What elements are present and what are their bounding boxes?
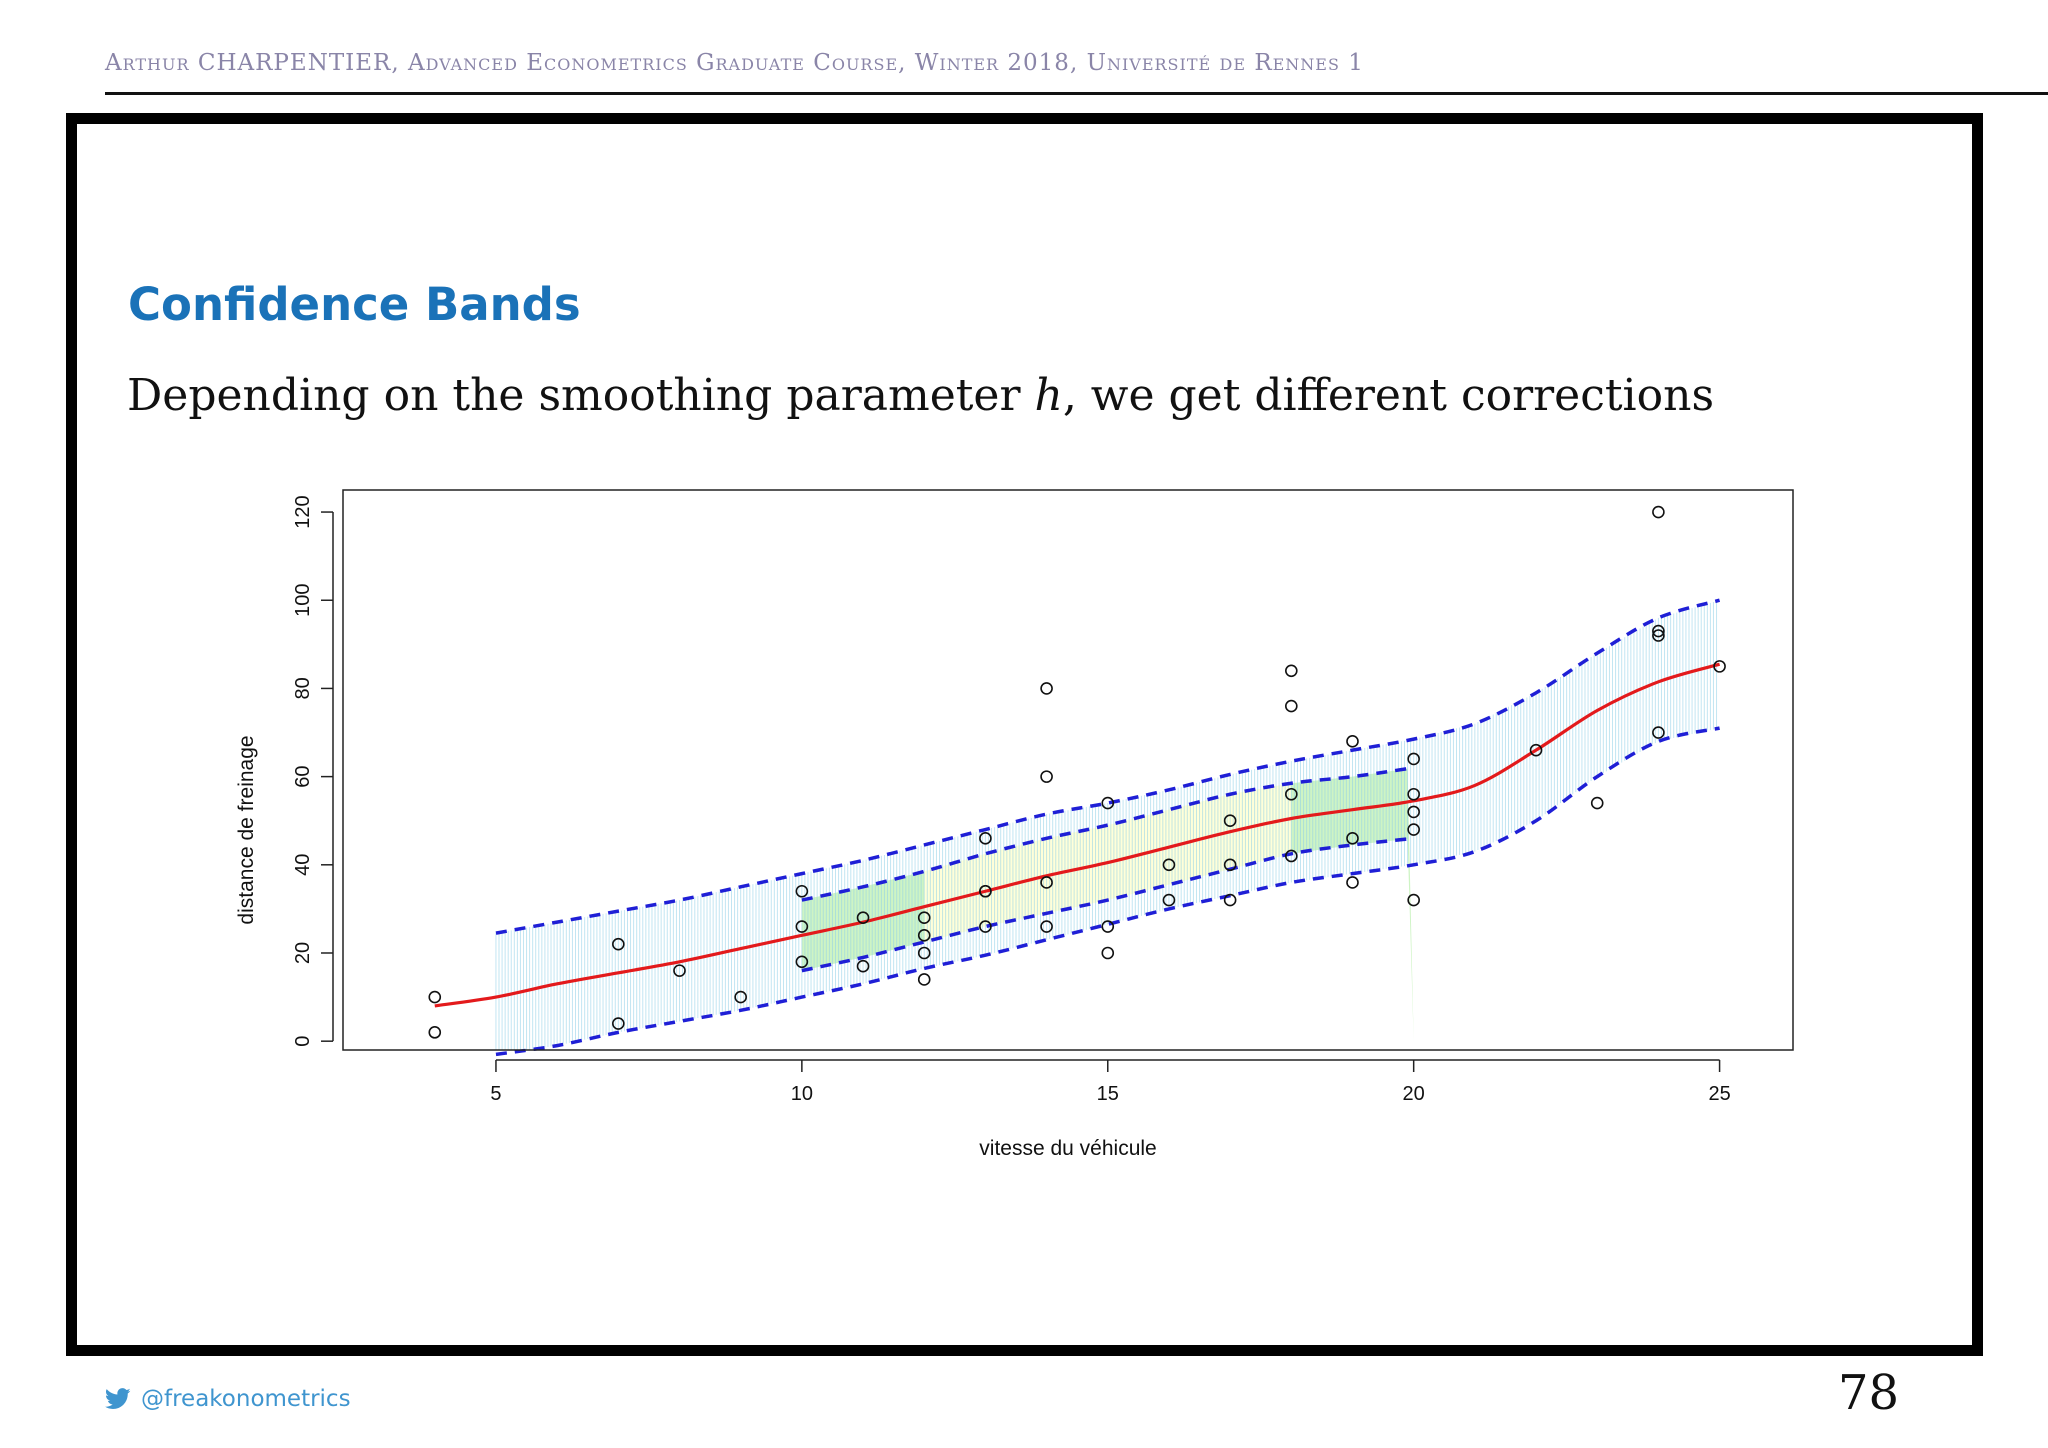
header-rule	[105, 92, 2048, 95]
band-line-3	[801, 766, 1414, 902]
slide-frame	[66, 113, 1983, 1356]
data-point	[1590, 796, 1604, 810]
data-point	[1407, 752, 1420, 766]
data-point	[1407, 805, 1420, 819]
data-point	[1652, 505, 1665, 519]
data-point	[1040, 770, 1053, 783]
data-point	[1285, 664, 1298, 678]
data-point	[612, 1017, 625, 1030]
data-points	[428, 505, 1726, 1039]
x-tick-label: 15	[1097, 1083, 1119, 1105]
data-point	[979, 832, 992, 845]
data-point	[428, 1026, 442, 1039]
data-point	[1407, 787, 1420, 801]
data-point	[673, 964, 686, 977]
data-point	[856, 911, 870, 925]
slide-title: Confidence Bands	[128, 278, 581, 331]
twitter-handle: @freakonometrics	[141, 1386, 351, 1412]
data-point	[1162, 858, 1176, 872]
data-point	[917, 911, 931, 925]
data-point	[1285, 787, 1298, 801]
data-point	[1407, 823, 1420, 836]
y-tick-label: 60	[292, 765, 314, 787]
data-point	[979, 920, 992, 933]
data-point	[1162, 893, 1176, 907]
data-point	[1346, 735, 1359, 748]
x-tick-label: 20	[1403, 1083, 1425, 1105]
page-number: 78	[1838, 1365, 1900, 1421]
data-point	[1101, 946, 1115, 960]
x-axis-label: vitesse du véhicule	[979, 1137, 1156, 1160]
data-point	[1040, 682, 1053, 695]
y-tick-label: 120	[292, 495, 314, 528]
band-line-4	[801, 836, 1414, 973]
y-tick-label: 80	[292, 677, 314, 699]
y-tick-label: 20	[292, 942, 314, 964]
x-tick-label: 10	[791, 1083, 813, 1105]
data-point	[612, 937, 625, 951]
data-point	[1529, 743, 1543, 757]
data-point	[856, 959, 870, 973]
fitted-curve	[434, 662, 1721, 1008]
data-point	[1223, 893, 1237, 907]
data-point	[734, 990, 747, 1004]
data-point	[979, 884, 992, 898]
y-tick-label: 100	[292, 584, 314, 617]
data-point	[1101, 920, 1115, 933]
footer-handle[interactable]: @freakonometrics	[105, 1386, 351, 1412]
data-point	[795, 955, 809, 969]
confidence-band-chart: 5 10 15 20 25 0 20 40 60 80 100 120 vitesse du véhi…	[235, 489, 1794, 1160]
data-point	[1346, 876, 1359, 889]
lead-paragraph: Depending on the smoothing parameter h, …	[127, 370, 1714, 421]
y-tick-label: 0	[292, 1036, 314, 1047]
smoothing-parameter-symbol: h	[1034, 370, 1063, 421]
data-point	[795, 920, 809, 933]
data-point	[1652, 624, 1665, 638]
data-point	[1652, 629, 1665, 642]
data-point	[1040, 920, 1053, 933]
lead-text-start: Depending on the smoothing parameter	[127, 370, 1035, 421]
data-point	[1223, 814, 1237, 828]
data-point	[1285, 849, 1298, 863]
data-point	[428, 990, 442, 1004]
data-point	[1040, 876, 1053, 889]
y-tick-label: 40	[292, 854, 314, 876]
lead-text-end: , we get different corrections	[1062, 370, 1715, 421]
x-tick-label: 5	[490, 1083, 501, 1105]
data-point	[1285, 699, 1298, 713]
x-tick-label: 25	[1708, 1083, 1730, 1105]
data-point	[1407, 893, 1420, 907]
band-line-1	[495, 598, 1721, 935]
data-point	[917, 946, 931, 960]
running-header: Arthur CHARPENTIER, Advanced Econometric…	[105, 50, 1364, 76]
y-axis-label: distance de freinage	[235, 735, 258, 924]
data-point	[1713, 660, 1726, 673]
fitted-line	[434, 662, 1721, 1008]
twitter-icon	[105, 1388, 131, 1409]
plot-frame	[342, 489, 1794, 1051]
data-point	[1346, 832, 1359, 845]
data-point	[1223, 858, 1237, 872]
data-point	[1101, 796, 1115, 810]
data-point	[1652, 726, 1665, 739]
data-point	[917, 973, 931, 986]
data-point	[795, 884, 809, 898]
axes: 5 10 15 20 25 0 20 40 60 80 100 120	[292, 495, 1731, 1105]
data-point	[917, 929, 931, 942]
